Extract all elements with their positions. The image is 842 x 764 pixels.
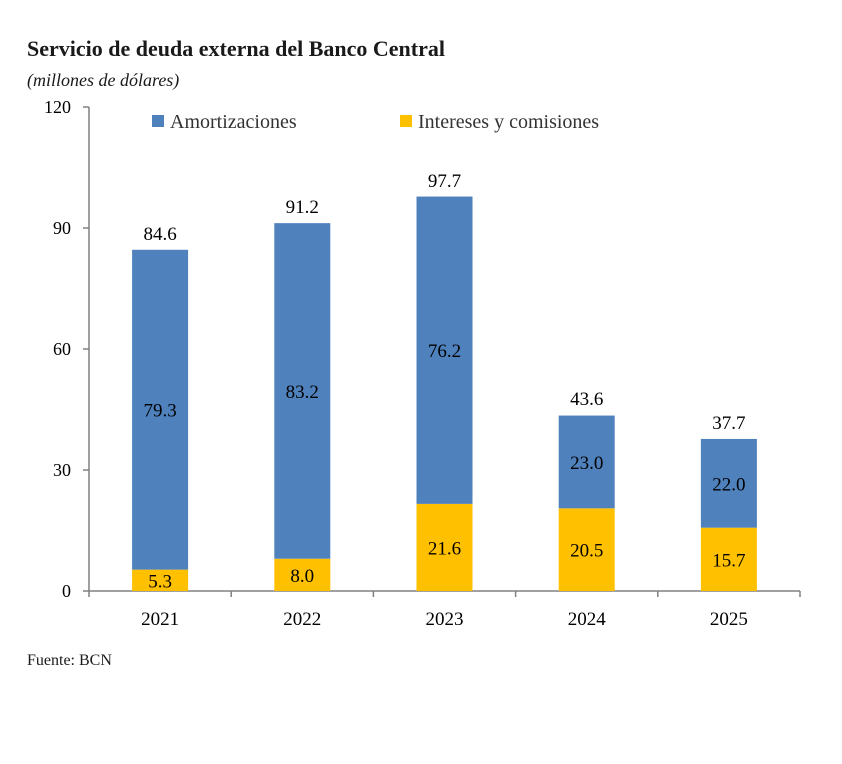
chart-subtitle: (millones de dólares)	[27, 70, 180, 90]
data-label: 8.0	[290, 566, 314, 587]
bar-segment	[274, 558, 331, 591]
total-label: 97.7	[428, 171, 461, 192]
bar-segment	[700, 438, 757, 528]
bar-segment	[558, 415, 615, 509]
data-label: 23.0	[570, 453, 603, 474]
data-label: 22.0	[712, 474, 745, 495]
x-tick-label: 2022	[283, 609, 321, 630]
y-tick-label: 0	[62, 581, 71, 601]
x-tick-label: 2021	[141, 609, 179, 630]
data-label: 76.2	[428, 341, 461, 362]
y-tick-label: 30	[53, 460, 71, 480]
bar-segment	[700, 527, 757, 591]
total-label: 91.2	[286, 197, 319, 218]
total-label: 84.6	[143, 224, 176, 245]
x-tick-label: 2024	[568, 609, 607, 630]
y-tick-label: 60	[53, 339, 71, 359]
data-label: 79.3	[143, 401, 176, 422]
x-tick-label: 2023	[426, 609, 464, 630]
total-label: 43.6	[570, 389, 603, 410]
legend-swatch	[400, 115, 412, 127]
data-label: 15.7	[712, 550, 745, 571]
x-tick-label: 2025	[710, 609, 748, 630]
bar-segment	[416, 196, 473, 504]
data-label: 20.5	[570, 541, 603, 562]
bar-segment	[132, 569, 189, 591]
source-note: Fuente: BCN	[27, 652, 112, 669]
data-label: 5.3	[148, 571, 172, 592]
total-label: 37.7	[712, 413, 745, 434]
y-tick-label: 120	[44, 97, 71, 117]
legend-label: Intereses y comisiones	[418, 111, 599, 133]
y-tick-label: 90	[53, 218, 71, 238]
bar-segment	[416, 503, 473, 591]
data-label: 83.2	[286, 382, 319, 403]
chart-title: Servicio de deuda externa del Banco Cent…	[27, 36, 445, 61]
bar-segment	[558, 508, 615, 591]
legend-label: Amortizaciones	[170, 111, 297, 133]
bar-segment	[274, 223, 331, 559]
legend-swatch	[152, 115, 164, 127]
data-label: 21.6	[428, 538, 461, 559]
bar-segment	[132, 249, 189, 570]
